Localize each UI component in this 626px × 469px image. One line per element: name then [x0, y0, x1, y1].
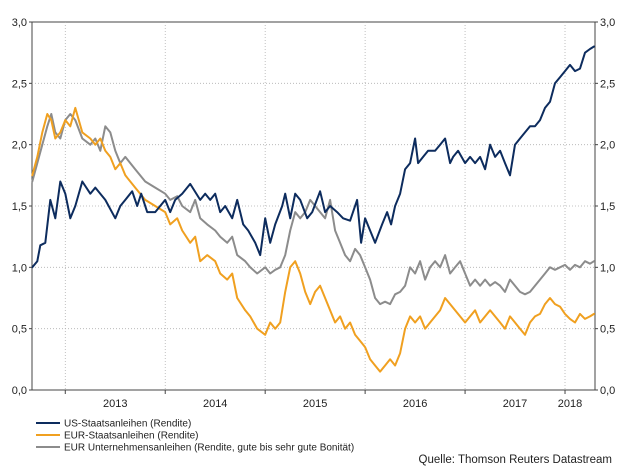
x-tick-label: 2014	[203, 398, 227, 410]
legend-label: EUR Unternehmensanleihen (Rendite, gute …	[64, 443, 354, 454]
legend: US-Staatsanleihen (Rendite)EUR-Staatsanl…	[36, 419, 354, 454]
source-label: Quelle: Thomson Reuters Datastream	[419, 454, 612, 466]
x-axis: 2013 2014 2015 2016 2017 2018	[64, 390, 582, 410]
series-line-1	[31, 106, 595, 373]
y-tick-label-left: 3,0	[12, 17, 27, 29]
y-tick-label-left: 0,5	[12, 324, 27, 336]
y-tick-label-right: 2,0	[600, 140, 615, 152]
x-tick-label: 2018	[558, 398, 582, 410]
series-lines	[31, 45, 595, 373]
y-tick-label-right: 0,0	[600, 385, 615, 397]
series-line-0	[31, 45, 595, 269]
y-tick-label-left: 2,0	[12, 140, 27, 152]
y-tick-label-left: 0,0	[12, 385, 27, 397]
y-tick-label-right: 1,0	[600, 262, 615, 274]
x-tick-label: 2017	[503, 398, 527, 410]
y-tick-label-right: 2,5	[600, 78, 615, 90]
y-tick-label-right: 1,5	[600, 201, 615, 213]
y-tick-label-right: 0,5	[600, 324, 615, 336]
x-tick-label: 2013	[103, 398, 127, 410]
grid-lines	[32, 22, 595, 390]
legend-label: US-Staatsanleihen (Rendite)	[64, 419, 191, 430]
y-tick-label-right: 3,0	[600, 17, 615, 29]
x-tick-label: 2015	[303, 398, 327, 410]
series-line-2	[31, 113, 595, 306]
y-tick-label-left: 1,5	[12, 201, 27, 213]
y-axis-right: 0,0 0,5 1,0 1,5 2,0 2,5 3,0	[595, 17, 615, 397]
y-axis-left: 0,0 0,5 1,0 1,5 2,0 2,5 3,0	[12, 17, 32, 397]
x-tick-label: 2016	[403, 398, 427, 410]
y-tick-label-left: 2,5	[12, 78, 27, 90]
y-tick-label-left: 1,0	[12, 262, 27, 274]
legend-label: EUR-Staatsanleihen (Rendite)	[64, 431, 199, 442]
